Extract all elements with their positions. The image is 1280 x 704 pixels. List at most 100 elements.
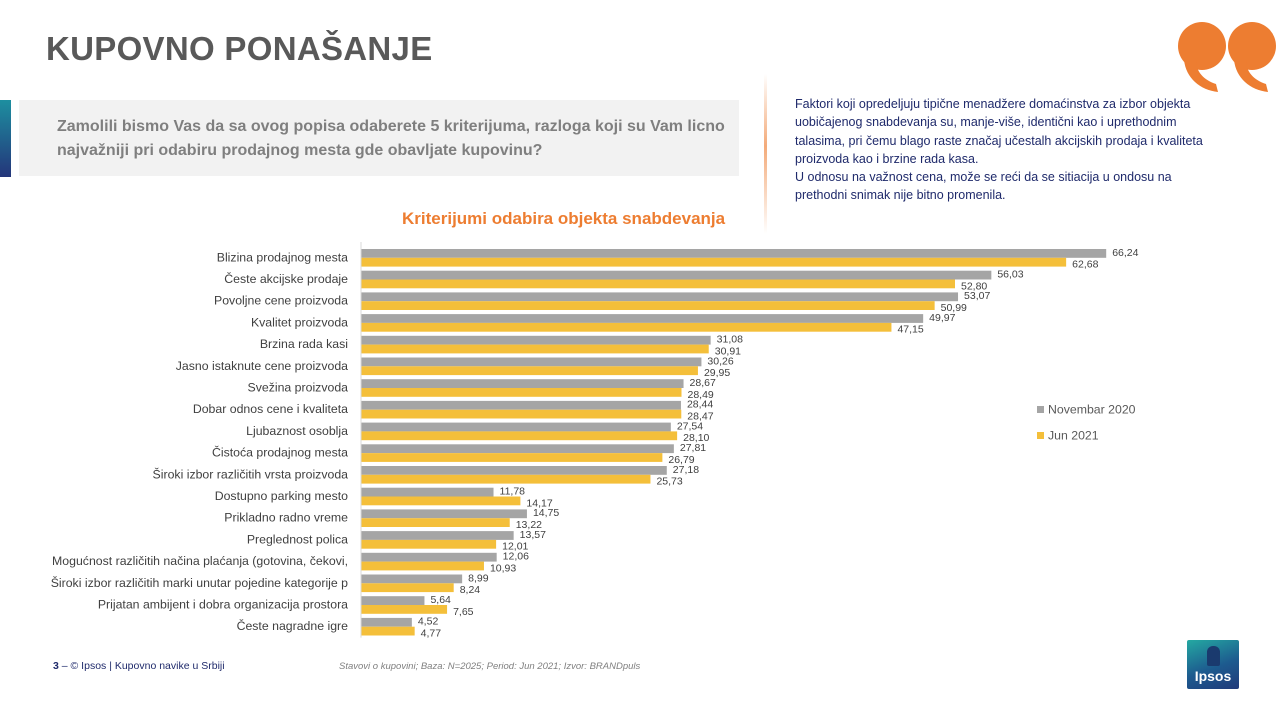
survey-question: Zamolili bismo Vas da sa ovog popisa oda… [57, 118, 725, 159]
footer-copyright: © Ipsos | Kupovno navike u Srbiji [70, 660, 225, 672]
bar-jun-2021 [361, 409, 682, 419]
data-label: 25,73 [656, 476, 682, 488]
left-accent-bar [0, 100, 11, 177]
data-label: 5,64 [430, 594, 451, 606]
summary-text: Faktori koji opredeljuju tipične menadže… [795, 95, 1225, 205]
data-label: 14,17 [526, 497, 552, 509]
bar-nov-2020 [361, 552, 497, 562]
bar-nov-2020 [361, 335, 711, 345]
category-label: Svežina proizvoda [248, 381, 349, 395]
data-label: 4,77 [421, 628, 442, 640]
logo-mark [1207, 646, 1220, 666]
data-label: 49,97 [929, 312, 955, 324]
slide-title: KUPOVNO PONAŠANJE [46, 30, 433, 67]
category-label: Čistoća prodajnog mesta [212, 445, 348, 460]
chart-title: Kriterijumi odabira objekta snabdevanja [402, 209, 726, 228]
data-label: 14,75 [533, 507, 559, 519]
data-label: 30,91 [715, 345, 741, 357]
data-label: 28,67 [690, 377, 716, 389]
category-label: Blizina prodajnog mesta [217, 250, 348, 264]
data-label: 8,24 [460, 584, 481, 596]
bar-jun-2021 [361, 431, 678, 441]
legend-label: Jun 2021 [1048, 429, 1099, 443]
bar-nov-2020 [361, 617, 412, 627]
legend-label: Novembar 2020 [1048, 403, 1136, 417]
vertical-divider [764, 74, 767, 234]
bar-nov-2020 [361, 487, 494, 497]
category-label: Brzina rada kasi [260, 337, 348, 351]
summary-paragraph-2: U odnosu na važnost cena, može se reći d… [795, 170, 1172, 203]
bar-nov-2020 [361, 466, 667, 475]
category-label: Preglednost polica [247, 532, 348, 546]
category-label: Dostupno parking mesto [215, 489, 348, 503]
bar-jun-2021 [361, 366, 698, 376]
data-label: 56,03 [997, 269, 1023, 281]
category-label: Široki izbor različitih marki unutar poj… [51, 575, 348, 590]
bar-jun-2021 [361, 496, 521, 506]
data-label: 28,49 [688, 389, 714, 401]
category-label: Široki izbor različitih vrsta proizvoda [153, 466, 349, 481]
data-label: 50,99 [941, 302, 967, 314]
bar-jun-2021 [361, 561, 484, 571]
bar-jun-2021 [361, 257, 1067, 267]
bar-jun-2021 [361, 626, 415, 636]
bar-nov-2020 [361, 400, 681, 410]
bar-jun-2021 [361, 279, 955, 289]
data-label: 30,26 [707, 355, 733, 367]
category-label: Česte nagradne igre [237, 618, 349, 633]
logo-text: Ipsos [1194, 668, 1232, 684]
quote-icon [1178, 22, 1276, 92]
bar-jun-2021 [361, 388, 682, 397]
bar-nov-2020 [361, 422, 671, 432]
data-label: 26,79 [668, 454, 694, 466]
bar-jun-2021 [361, 322, 892, 332]
bar-nov-2020 [361, 509, 527, 519]
ipsos-logo: Ipsos [1187, 640, 1239, 689]
data-label: 13,57 [520, 529, 546, 541]
bar-chart: Blizina prodajnog mesta 66,24 62,68 Česte a… [51, 242, 1139, 640]
footer-left: 3 – © Ipsos | Kupovno navike u Srbiji [53, 660, 225, 672]
bar-nov-2020 [361, 292, 959, 302]
data-label: 27,54 [677, 420, 703, 432]
data-label: 27,18 [673, 464, 699, 476]
data-label: 4,52 [418, 616, 439, 628]
footer-separator: – [58, 660, 71, 672]
data-label: 28,44 [687, 399, 713, 411]
bar-nov-2020 [361, 379, 684, 388]
data-label: 47,15 [897, 324, 923, 336]
data-label: 8,99 [468, 572, 489, 584]
data-label: 31,08 [717, 334, 743, 346]
bar-nov-2020 [361, 596, 425, 605]
data-label: 13,22 [516, 519, 542, 531]
bar-jun-2021 [361, 583, 454, 593]
bar-jun-2021 [361, 539, 497, 549]
bar-nov-2020 [361, 249, 1107, 258]
data-label: 62,68 [1072, 259, 1098, 271]
data-label: 10,93 [490, 562, 516, 574]
bar-nov-2020 [361, 270, 992, 280]
data-label: 12,06 [503, 551, 529, 563]
legend-swatch [1037, 432, 1044, 439]
bar-jun-2021 [361, 518, 510, 527]
bar-nov-2020 [361, 357, 702, 367]
category-label: Ljubaznost osoblja [246, 424, 348, 438]
category-label: Česte akcijske prodaje [224, 271, 348, 286]
data-label: 66,24 [1112, 247, 1138, 259]
page-number: 3 [53, 660, 59, 672]
bar-nov-2020 [361, 531, 514, 540]
summary-paragraph-1: Faktori koji opredeljuju tipične menadže… [795, 97, 1203, 166]
category-label: Mogućnost različitih načina plaćanja (go… [52, 554, 348, 568]
footer-source: Stavovi o kupovini; Baza: N=2025; Period… [339, 661, 641, 672]
question-box [19, 100, 739, 176]
data-label: 27,81 [680, 442, 706, 454]
data-label: 12,01 [502, 541, 528, 553]
legend-swatch [1037, 406, 1044, 413]
data-label: 7,65 [453, 606, 474, 618]
bar-jun-2021 [361, 474, 651, 484]
category-label: Jasno istaknute cene proizvoda [176, 359, 348, 373]
bar-nov-2020 [361, 574, 463, 584]
category-label: Dobar odnos cene i kvaliteta [193, 402, 348, 416]
data-label: 53,07 [964, 290, 990, 302]
data-label: 52,80 [961, 280, 987, 292]
data-label: 11,78 [500, 486, 526, 498]
